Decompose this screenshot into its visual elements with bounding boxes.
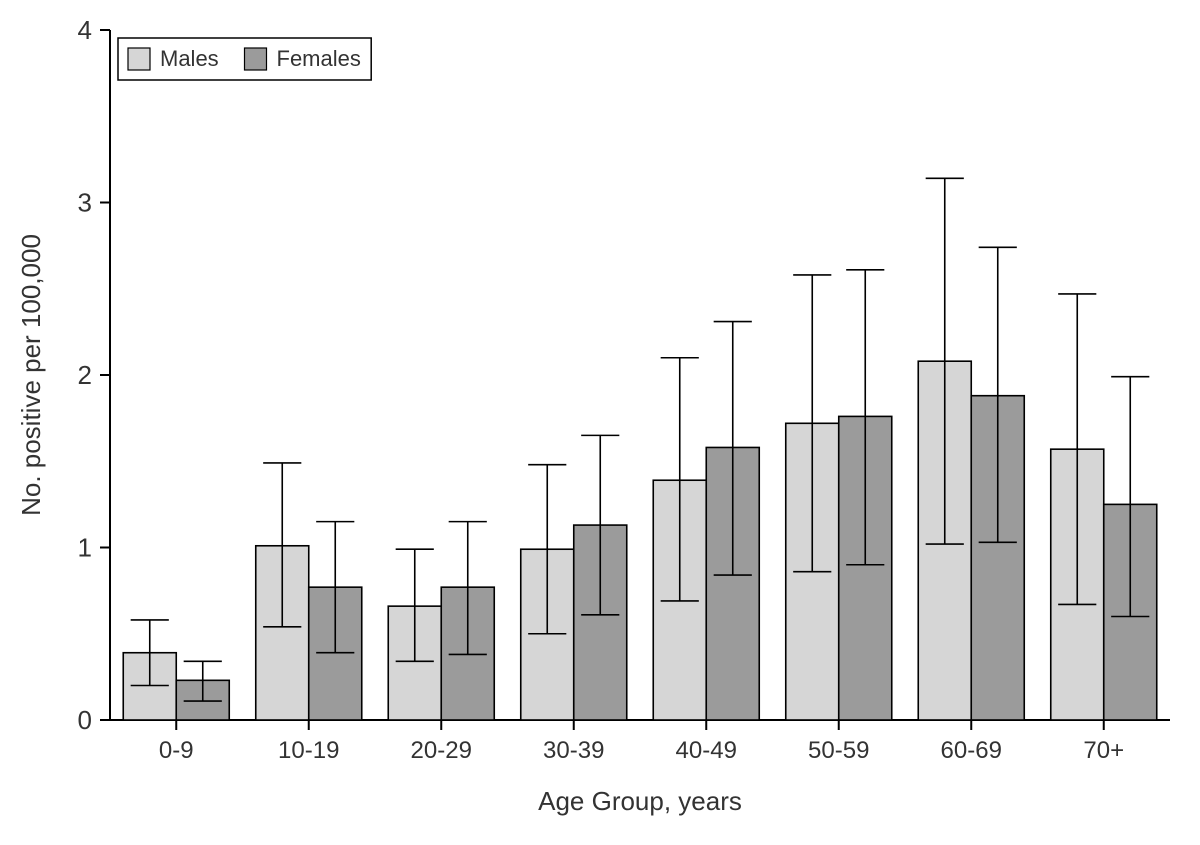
x-tick-label: 20-29: [411, 737, 472, 764]
chart-svg: 0 1 2 3 4 No. positive per 100,000 0-9 10-19 20-…: [0, 0, 1200, 845]
legend-label: Males: [160, 46, 219, 71]
y-tick-label: 1: [78, 533, 92, 563]
y-axis-title: No. positive per 100,000: [16, 234, 46, 516]
x-tick-label: 40-49: [676, 737, 737, 764]
bar-chart: 0 1 2 3 4 No. positive per 100,000 0-9 10-19 20-…: [0, 0, 1200, 845]
legend-swatch: [245, 48, 267, 70]
x-tick-label: 0-9: [159, 737, 194, 764]
x-axis-title: Age Group, years: [538, 786, 742, 816]
y-tick-label: 2: [78, 360, 92, 390]
legend-swatch: [128, 48, 150, 70]
y-tick-label: 3: [78, 188, 92, 218]
x-tick-label: 30-39: [543, 737, 604, 764]
x-tick-label: 70+: [1083, 737, 1124, 764]
y-tick-label: 4: [78, 15, 92, 45]
y-tick-label: 0: [78, 705, 92, 735]
x-tick-label: 50-59: [808, 737, 869, 764]
x-tick-label: 60-69: [941, 737, 1002, 764]
x-tick-label: 10-19: [278, 737, 339, 764]
legend-label: Females: [277, 46, 361, 71]
